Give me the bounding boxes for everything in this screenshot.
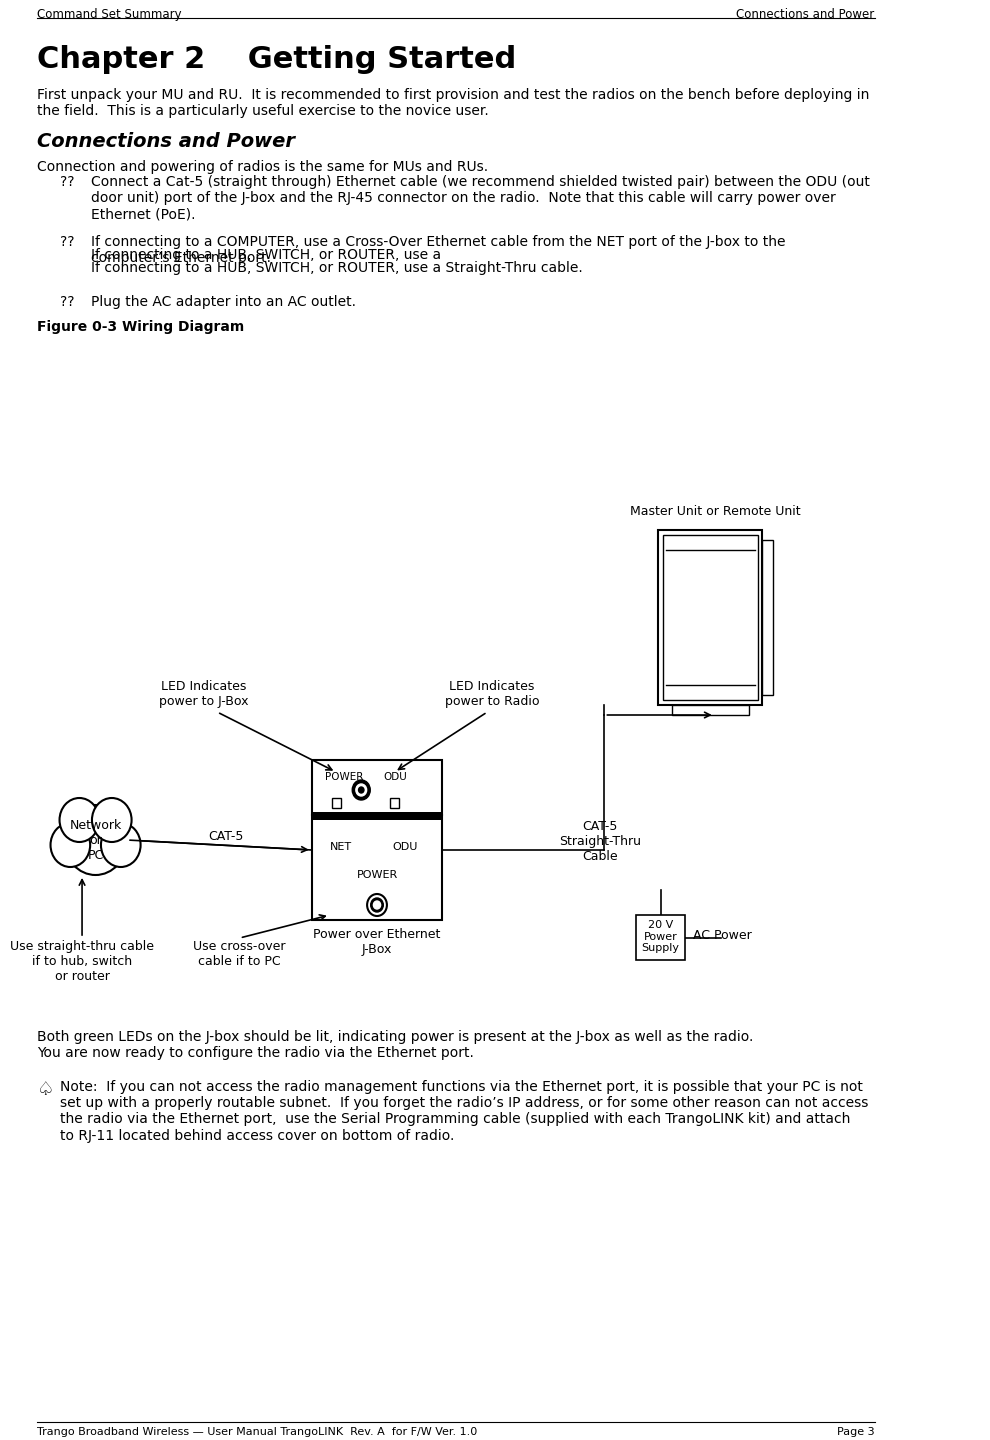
Circle shape [352,780,370,801]
Circle shape [355,783,366,796]
Text: Note:  If you can not access the radio management functions via the Ethernet por: Note: If you can not access the radio ma… [59,1080,868,1142]
Text: Connection and powering of radios is the same for MUs and RUs.: Connection and powering of radios is the… [37,160,488,174]
Text: Connect a Cat-5 (straight through) Ethernet cable (we recommend shielded twisted: Connect a Cat-5 (straight through) Ether… [91,176,870,222]
Text: POWER: POWER [356,870,398,880]
Text: AC Power: AC Power [693,929,751,942]
Bar [312,812,443,819]
Text: Figure 0-3 Wiring Diagram: Figure 0-3 Wiring Diagram [37,320,245,334]
Text: ??: ?? [59,235,74,249]
Text: Master Unit or Remote Unit: Master Unit or Remote Unit [631,505,801,518]
Text: Use cross-over
cable if to PC: Use cross-over cable if to PC [193,940,286,968]
Bar [312,760,443,815]
Circle shape [370,899,383,912]
Text: Network
or
PC: Network or PC [69,818,122,861]
Text: Plug the AC adapter into an AC outlet.: Plug the AC adapter into an AC outlet. [91,295,356,310]
Circle shape [50,824,90,867]
Circle shape [59,798,99,842]
Text: Connections and Power: Connections and Power [737,9,874,22]
Text: LED Indicates
power to Radio: LED Indicates power to Radio [445,680,540,708]
Text: Chapter 2    Getting Started: Chapter 2 Getting Started [37,45,516,73]
Text: ODU: ODU [393,842,418,852]
Text: Trango Broadband Wireless — User Manual TrangoLINK  Rev. A  for F/W Ver. 1.0: Trango Broadband Wireless — User Manual … [37,1427,477,1437]
Text: NET: NET [330,842,351,852]
Text: ODU: ODU [384,772,408,782]
Bar [762,540,773,696]
Text: POWER: POWER [326,772,363,782]
Text: Both green LEDs on the J-box should be lit, indicating power is present at the J: Both green LEDs on the J-box should be l… [37,1030,753,1060]
Text: ♤: ♤ [37,1080,54,1099]
Text: ??: ?? [59,295,74,310]
Text: Power over Ethernet
J-Box: Power over Ethernet J-Box [313,927,441,956]
Bar [390,798,399,808]
Circle shape [373,901,380,909]
Circle shape [367,894,387,916]
Text: First unpack your MU and RU.  It is recommended to first provision and test the : First unpack your MU and RU. It is recom… [37,88,869,118]
Circle shape [358,788,364,793]
Text: CAT-5: CAT-5 [208,829,244,842]
Text: Page 3: Page 3 [837,1427,874,1437]
Circle shape [64,805,127,876]
Bar [658,530,762,706]
Text: Command Set Summary: Command Set Summary [37,9,181,22]
Text: If connecting to a HUB, SWITCH, or ROUTER, use a Straight-Thru cable.: If connecting to a HUB, SWITCH, or ROUTE… [91,261,583,275]
Text: If connecting to a COMPUTER, use a Cross-Over Ethernet cable from the NET port o: If connecting to a COMPUTER, use a Cross… [91,235,785,265]
Bar [636,914,685,960]
Text: Connections and Power: Connections and Power [37,132,295,151]
Bar [663,536,757,700]
Text: ??: ?? [59,176,74,189]
Text: CAT-5
Straight-Thru
Cable: CAT-5 Straight-Thru Cable [559,819,641,863]
Bar [332,798,341,808]
Text: Use straight-thru cable
if to hub, switch
or router: Use straight-thru cable if to hub, switc… [10,940,154,984]
Text: LED Indicates
power to J-Box: LED Indicates power to J-Box [158,680,248,708]
Circle shape [92,798,132,842]
Text: If connecting to a HUB, SWITCH, or ROUTER, use a: If connecting to a HUB, SWITCH, or ROUTE… [91,248,445,262]
Bar [312,815,443,920]
Text: 20 V
Power
Supply: 20 V Power Supply [642,920,680,953]
Circle shape [101,824,141,867]
Bar [672,706,748,716]
